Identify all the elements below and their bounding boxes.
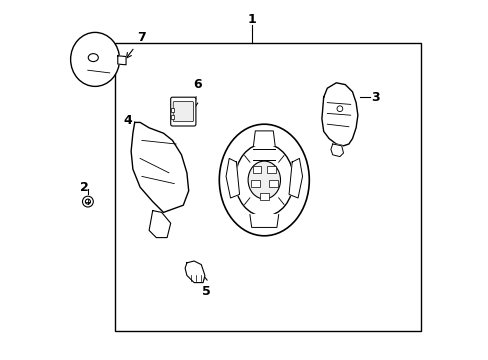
Polygon shape: [131, 122, 188, 212]
Circle shape: [85, 199, 90, 204]
Polygon shape: [288, 158, 302, 198]
Ellipse shape: [247, 161, 280, 199]
Polygon shape: [321, 83, 357, 146]
Bar: [170, 108, 173, 112]
Bar: [260, 193, 268, 200]
Text: 5: 5: [202, 276, 211, 298]
Bar: [268, 180, 277, 187]
Text: 3: 3: [371, 91, 380, 104]
Polygon shape: [225, 158, 239, 198]
Polygon shape: [185, 261, 204, 283]
Ellipse shape: [235, 144, 293, 216]
Text: 6: 6: [192, 78, 202, 108]
Text: 4: 4: [123, 114, 132, 127]
FancyBboxPatch shape: [170, 97, 196, 126]
Circle shape: [336, 106, 342, 112]
Polygon shape: [149, 211, 170, 238]
Polygon shape: [253, 131, 275, 145]
Polygon shape: [118, 56, 126, 65]
Bar: [115, 43, 420, 331]
Text: 7: 7: [126, 31, 146, 58]
Bar: [252, 166, 261, 173]
Text: 2: 2: [80, 181, 88, 194]
Bar: [266, 166, 275, 173]
FancyBboxPatch shape: [173, 102, 193, 122]
Polygon shape: [330, 144, 343, 157]
Ellipse shape: [219, 124, 309, 236]
Circle shape: [82, 196, 93, 207]
Bar: [250, 180, 259, 187]
Bar: [170, 115, 173, 119]
Polygon shape: [249, 215, 278, 228]
Ellipse shape: [70, 32, 120, 86]
Text: 1: 1: [247, 13, 256, 26]
Ellipse shape: [88, 54, 98, 62]
